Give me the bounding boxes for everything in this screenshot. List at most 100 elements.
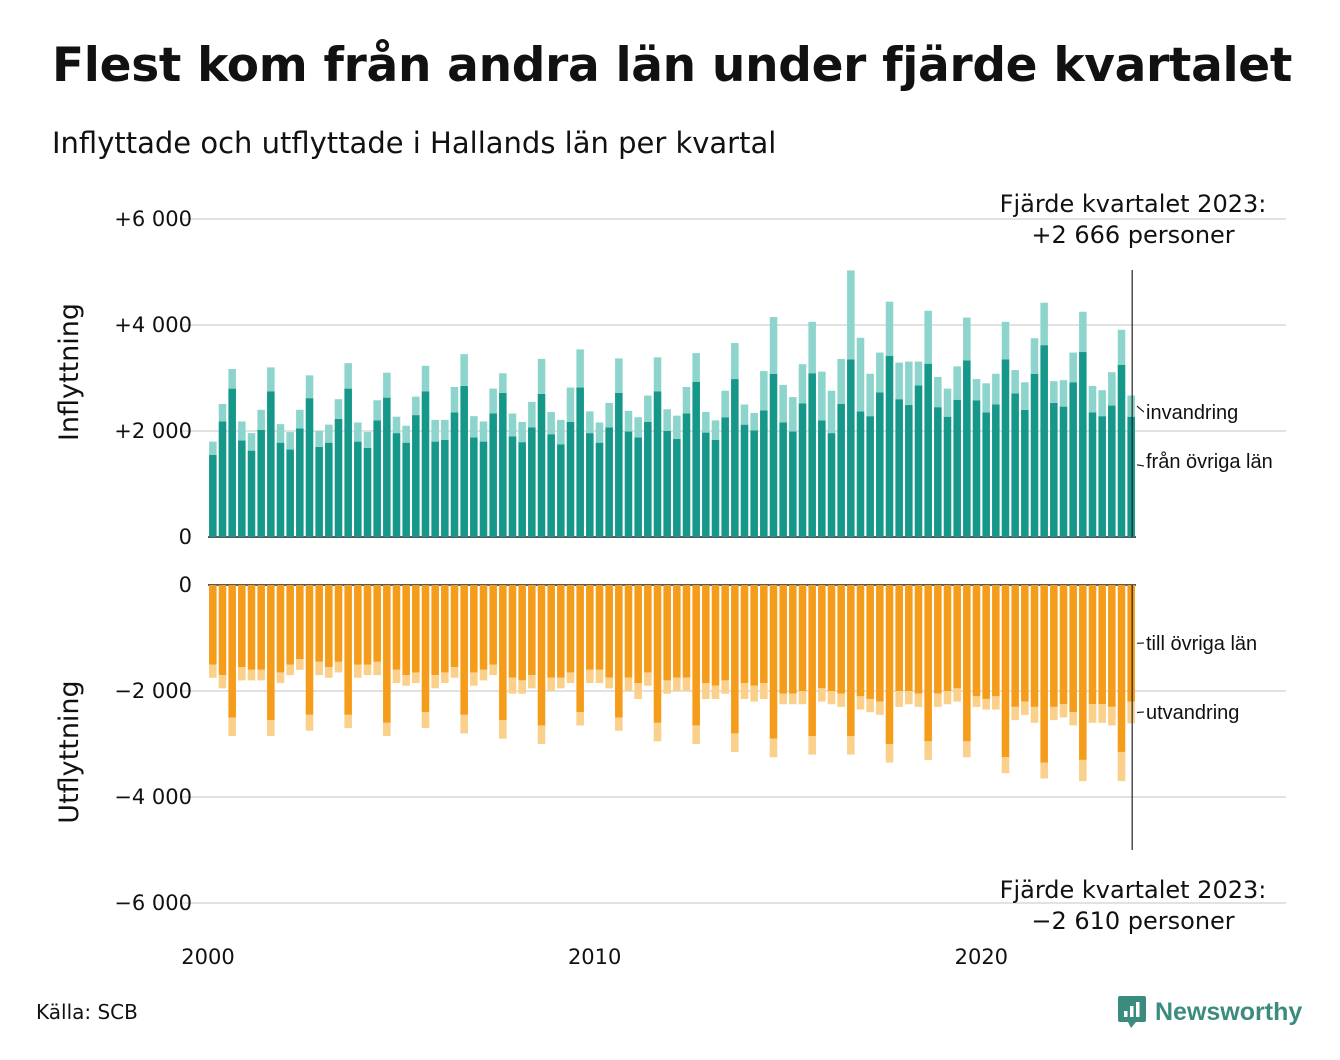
bar-utvandring [1059, 704, 1068, 718]
x-tick-label: 2020 [955, 945, 1008, 969]
bar-utvandring [1040, 762, 1048, 779]
bar-till-övriga-län [286, 585, 294, 665]
bar-invandring [276, 424, 285, 443]
annotation-utflyttning-line1: Fjärde kvartalet 2023: [1000, 876, 1267, 904]
bar-från-övriga-län [876, 392, 884, 537]
bar-invandring [450, 387, 459, 413]
bar-utvandring [605, 677, 613, 689]
bar-invandring [315, 431, 323, 447]
bar-till-övriga-län [276, 585, 285, 673]
bar-från-övriga-län [547, 434, 555, 537]
bar-invandring [740, 404, 749, 425]
bar-invandring [209, 441, 217, 455]
bar-från-övriga-län [344, 388, 352, 537]
bar-från-övriga-län [740, 424, 749, 537]
axis-titles: Inflyttning Utflyttning [54, 303, 85, 824]
bars [209, 270, 1135, 782]
bar-utvandring [769, 738, 778, 758]
bar-från-övriga-län [460, 385, 468, 537]
tick-labels: 0 +2 000 +4 000 +6 000 −6 000 −4 000 −2 000 0 20… [114, 207, 1008, 969]
series-label-fran-ovriga-lan: från övriga län [1146, 451, 1273, 473]
bar-invandring [924, 310, 932, 364]
bar-från-övriga-län [798, 403, 807, 537]
bar-från-övriga-län [431, 441, 439, 537]
bar-utvandring [218, 675, 227, 689]
bar-till-övriga-län [740, 585, 749, 684]
bar-från-övriga-län [296, 428, 304, 537]
bar-från-övriga-län [808, 373, 816, 537]
bar-till-övriga-län [296, 585, 304, 660]
bar-invandring [460, 354, 468, 386]
bar-utvandring [827, 691, 836, 705]
bar-från-övriga-län [363, 447, 372, 537]
bar-till-övriga-län [402, 585, 410, 676]
bar-invandring [702, 411, 710, 433]
bar-utvandring [653, 722, 662, 742]
bar-från-övriga-län [644, 421, 652, 537]
bar-invandring [547, 411, 555, 435]
bar-från-övriga-län [779, 422, 787, 537]
bar-från-övriga-län [760, 410, 768, 537]
bar-till-övriga-län [441, 585, 449, 673]
bar-till-övriga-län [731, 585, 739, 734]
bar-till-övriga-län [460, 585, 468, 715]
bar-till-övriga-län [1059, 585, 1068, 705]
bar-till-övriga-län [972, 585, 981, 697]
bar-till-övriga-län [209, 585, 217, 665]
bar-från-övriga-län [992, 404, 1000, 537]
bar-från-övriga-län [450, 412, 459, 537]
bar-till-övriga-län [431, 585, 439, 676]
bar-utvandring [547, 677, 555, 691]
bar-utvandring [1127, 701, 1135, 724]
bar-utvandring [818, 688, 826, 702]
bar-från-övriga-län [412, 415, 420, 537]
bar-utvandring [402, 675, 410, 686]
bar-invandring [1050, 381, 1058, 403]
bar-från-övriga-län [392, 433, 401, 537]
label-leader [1136, 405, 1145, 413]
bar-från-övriga-län [586, 433, 594, 537]
bar-invandring [586, 411, 594, 434]
bar-invandring [972, 379, 981, 401]
bar-invandring [914, 361, 923, 386]
bar-invandring [769, 317, 778, 374]
bar-invandring [615, 358, 623, 393]
bar-från-övriga-län [1127, 416, 1135, 537]
bar-till-övriga-län [653, 585, 662, 723]
bar-utvandring [876, 701, 884, 715]
bar-invandring [1021, 382, 1029, 410]
y-axis-title: Utflyttning [54, 680, 85, 823]
bar-från-övriga-län [402, 442, 410, 537]
source-credit: Källa: SCB [36, 1000, 138, 1024]
bar-utvandring [624, 677, 633, 691]
bar-till-övriga-län [1108, 585, 1116, 707]
bar-till-övriga-län [228, 585, 236, 718]
bar-från-övriga-län [827, 433, 836, 537]
bar-till-övriga-län [1117, 585, 1126, 752]
bar-från-övriga-län [750, 430, 758, 537]
bar-utvandring [450, 667, 459, 678]
bar-utvandring [885, 744, 894, 763]
bar-invandring [1040, 302, 1048, 346]
bar-invandring [963, 317, 971, 361]
y-tick-label: 0 [179, 525, 192, 549]
bar-från-övriga-län [228, 388, 236, 537]
bar-utvandring [1088, 704, 1097, 723]
bar-invandring [228, 368, 236, 389]
bar-invandring [412, 396, 420, 416]
bar-från-övriga-län [731, 379, 739, 537]
bar-utvandring [1001, 757, 1010, 774]
brand-name: Newsworthy [1155, 997, 1303, 1026]
bar-invandring [624, 410, 633, 432]
bar-från-övriga-län [305, 398, 314, 537]
y-tick-label: +6 000 [114, 207, 192, 231]
bar-till-övriga-län [905, 585, 913, 691]
bar-utvandring [373, 661, 381, 676]
bar-invandring [1011, 370, 1019, 394]
bar-från-övriga-län [837, 403, 845, 537]
bar-utvandring [344, 714, 352, 729]
bar-till-övriga-län [943, 585, 952, 691]
bar-utvandring [305, 714, 314, 731]
bar-invandring [489, 388, 497, 414]
bar-från-övriga-län [257, 429, 265, 537]
